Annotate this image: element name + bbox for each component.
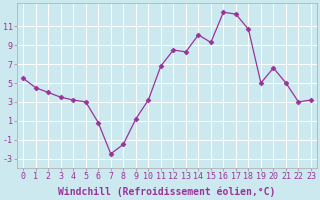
X-axis label: Windchill (Refroidissement éolien,°C): Windchill (Refroidissement éolien,°C) <box>58 187 276 197</box>
